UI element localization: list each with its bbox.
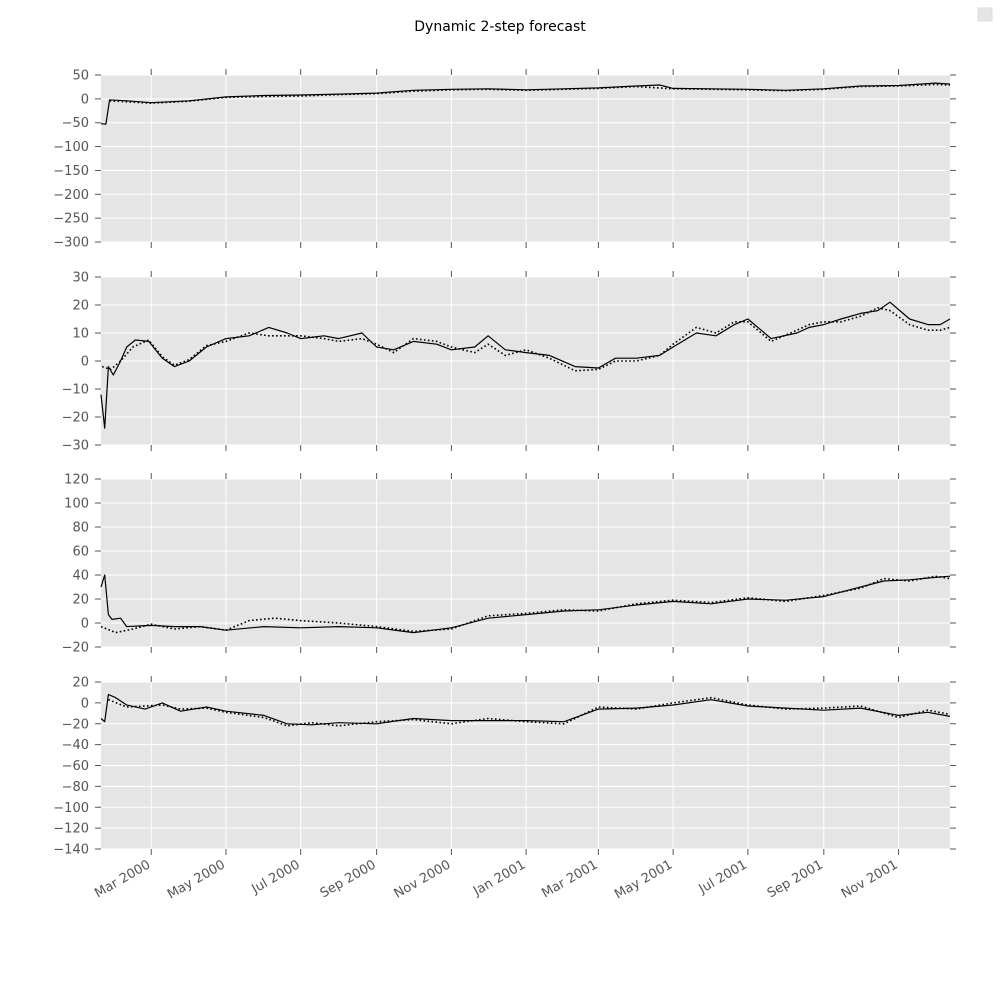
y-tick-label: −60 xyxy=(62,759,89,774)
y-tick-label: 100 xyxy=(64,497,89,512)
panel-3: 120 100 80 60 40 20 0 −20 xyxy=(62,473,956,656)
y-tick-label: −30 xyxy=(62,439,89,454)
y-tick-label: −40 xyxy=(62,738,89,753)
panel-1-background xyxy=(101,75,950,242)
y-tick-label: 20 xyxy=(72,676,89,691)
y-tick-label: 0 xyxy=(81,355,89,370)
x-tick-label: Nov 2001 xyxy=(839,857,901,901)
y-tick-label: −80 xyxy=(62,780,89,795)
x-tick-label: Jul 2001 xyxy=(696,857,750,897)
y-tick-label: 0 xyxy=(81,92,89,107)
chart-title: Dynamic 2-step forecast xyxy=(414,19,586,35)
y-tick-label: −150 xyxy=(53,164,89,179)
y-tick-label: −50 xyxy=(62,116,89,131)
y-tick-label: −100 xyxy=(53,801,89,816)
y-tick-label: −120 xyxy=(53,822,89,837)
y-tick-label: −10 xyxy=(62,383,89,398)
y-tick-label: 40 xyxy=(72,569,89,584)
x-tick-label: May 2000 xyxy=(165,857,228,902)
y-tick-label: 10 xyxy=(72,327,89,342)
y-tick-label: 60 xyxy=(72,545,89,560)
legend-box xyxy=(977,7,993,22)
series-dotted-line xyxy=(109,83,951,104)
x-tick-label: Mar 2001 xyxy=(539,857,600,901)
x-tick-label: Sep 2000 xyxy=(318,857,379,901)
y-tick-label: 80 xyxy=(72,521,89,536)
panel-1: 50 0 −50 −100 −150 −200 −250 −300 xyxy=(53,69,956,251)
x-tick-label: May 2001 xyxy=(612,857,675,902)
series-dotted-line xyxy=(100,575,951,634)
series-dotted-line xyxy=(101,306,951,372)
panel-4: 20 0 −20 −40 −60 −80 −100 −120 −140 xyxy=(53,676,956,858)
series-solid-line xyxy=(100,693,951,726)
y-tick-label: −20 xyxy=(62,411,89,426)
y-tick-label: 20 xyxy=(72,299,89,314)
y-tick-label: −20 xyxy=(62,641,89,656)
y-tick-label: −100 xyxy=(53,140,89,155)
y-tick-label: 30 xyxy=(72,271,89,286)
series-solid-line xyxy=(100,301,951,429)
x-tick-label: Nov 2000 xyxy=(392,857,454,901)
y-tick-label: −250 xyxy=(53,212,89,227)
y-tick-label: −20 xyxy=(62,717,89,732)
y-tick-label: 20 xyxy=(72,593,89,608)
y-tick-label: 0 xyxy=(81,617,89,632)
y-tick-label: 0 xyxy=(81,696,89,711)
x-tick-label: Mar 2000 xyxy=(92,857,153,901)
y-tick-label: 50 xyxy=(72,69,89,84)
y-tick-label: −140 xyxy=(53,843,89,858)
y-tick-label: −200 xyxy=(53,188,89,203)
x-tick-label: Jul 2000 xyxy=(249,857,303,897)
y-tick-label: 120 xyxy=(64,473,89,488)
y-tick-label: −300 xyxy=(53,236,89,251)
x-tick-label: Jan 2001 xyxy=(470,857,528,899)
panel-3-background xyxy=(101,479,950,647)
x-tick-label: Sep 2001 xyxy=(765,857,826,901)
panel-2: 30 20 10 0 −10 −20 −30 xyxy=(62,271,956,454)
series-solid-line xyxy=(100,574,951,634)
